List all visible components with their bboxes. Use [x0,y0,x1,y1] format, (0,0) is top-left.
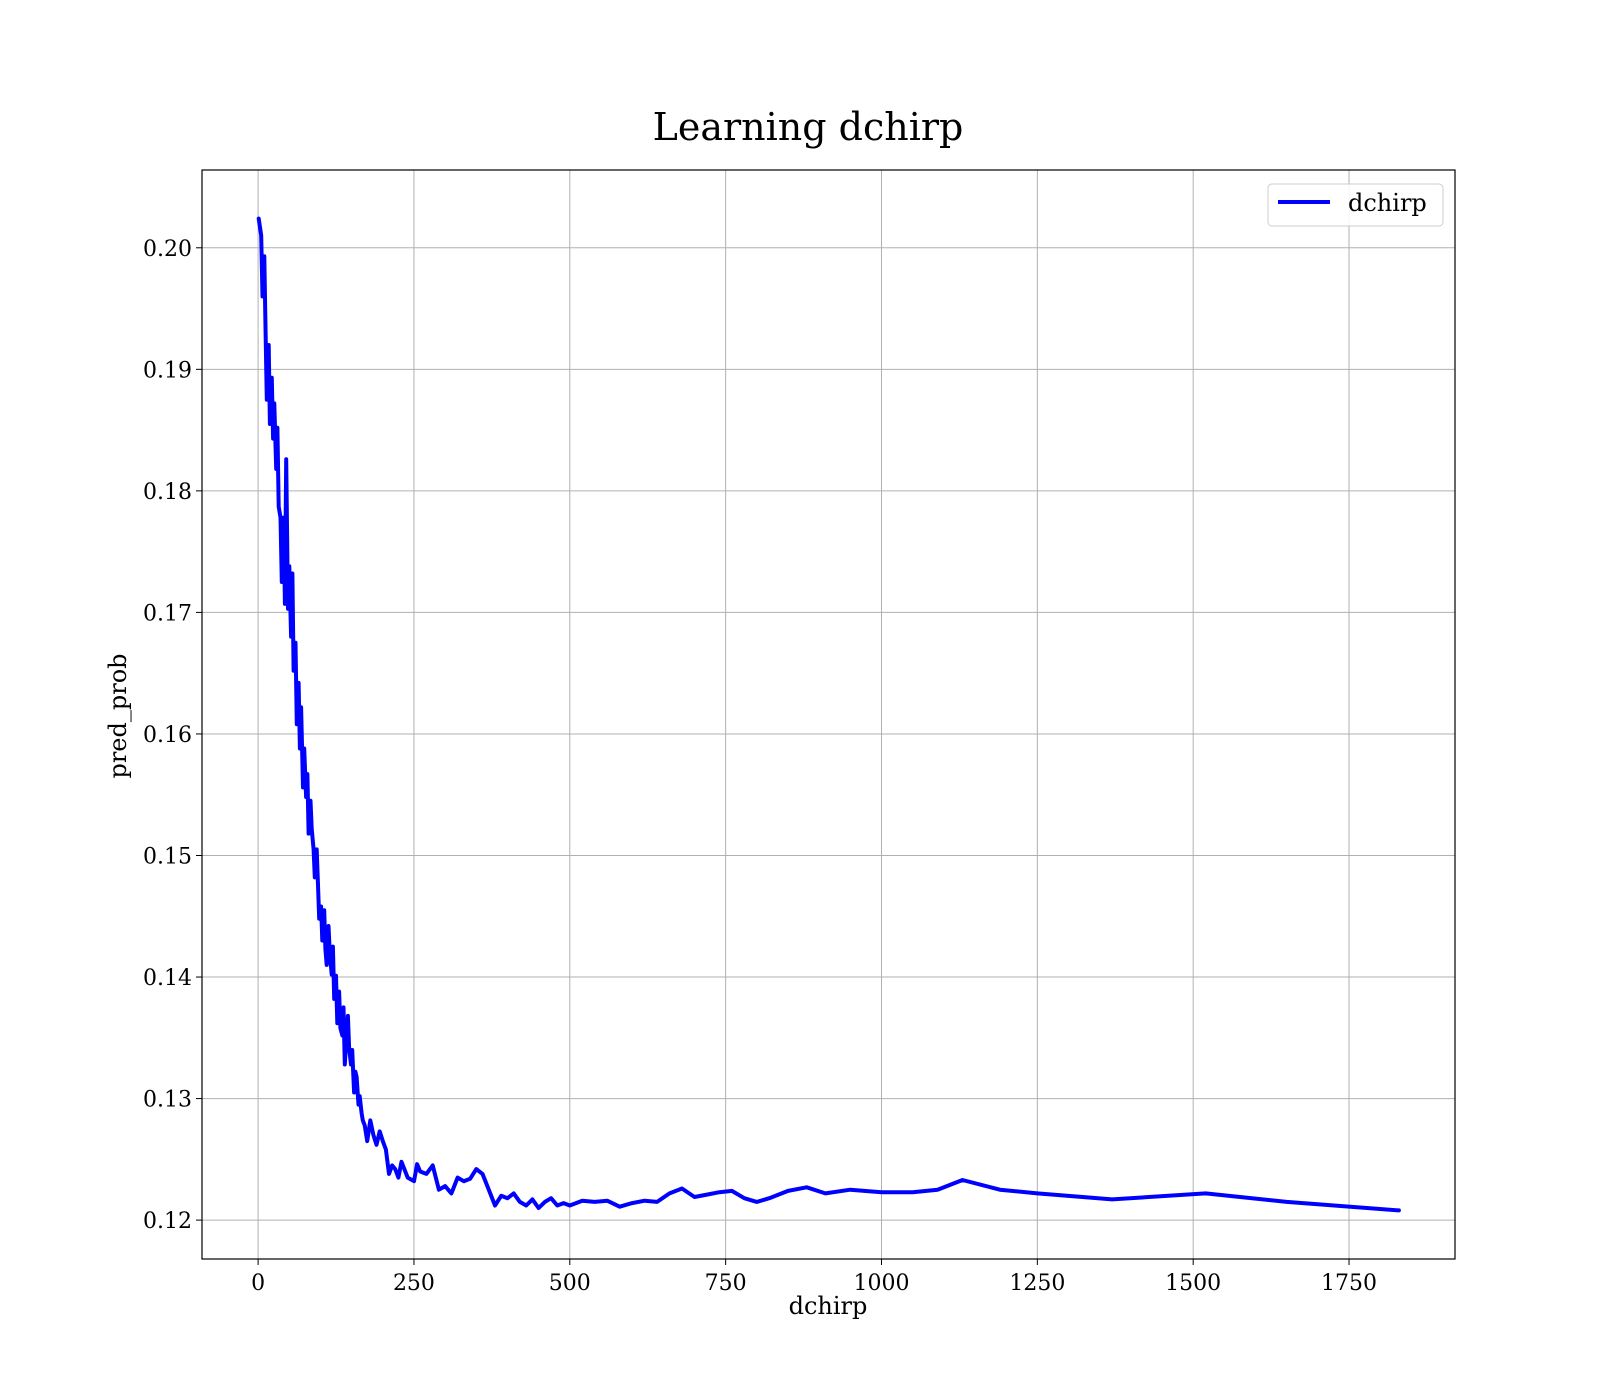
y-tick-label: 0.16 [143,723,192,748]
x-tick-labels: 0 250 500 750 1000 1250 1500 1750 [251,1271,1377,1296]
y-tick-label: 0.15 [143,844,192,869]
grid-lines [202,170,1455,1259]
x-tick-label: 500 [549,1271,591,1296]
y-tick-label: 0.20 [143,237,192,262]
y-tick-label: 0.12 [143,1209,192,1234]
x-tick-label: 0 [251,1271,265,1296]
y-tick-label: 0.14 [143,966,192,991]
series-layer [256,216,1401,1213]
legend: dchirp [1267,183,1444,227]
x-axis-label: dchirp [789,1292,868,1320]
x-tick-label: 1000 [853,1271,909,1296]
y-tick-labels: 0.12 0.13 0.14 0.15 0.16 0.17 0.18 0.19 0.20 [143,237,192,1234]
x-tick-label: 750 [705,1271,747,1296]
x-tick-label: 250 [393,1271,435,1296]
y-tick-label: 0.17 [143,601,192,626]
x-tick-label: 1250 [1009,1271,1065,1296]
legend-label: dchirp [1348,189,1427,217]
x-tick-label: 1750 [1321,1271,1377,1296]
x-tick-label: 1500 [1165,1271,1221,1296]
y-tick-label: 0.13 [143,1088,192,1113]
y-axis-label: pred_prob [104,653,132,778]
chart-title: Learning dchirp [653,105,964,149]
tick-marks [196,247,1350,1265]
y-tick-label: 0.19 [143,358,192,383]
plot-area-frame [201,169,1456,1260]
y-tick-label: 0.18 [143,480,192,505]
series-line-dchirp [256,216,1401,1213]
legend-box [1267,183,1444,227]
